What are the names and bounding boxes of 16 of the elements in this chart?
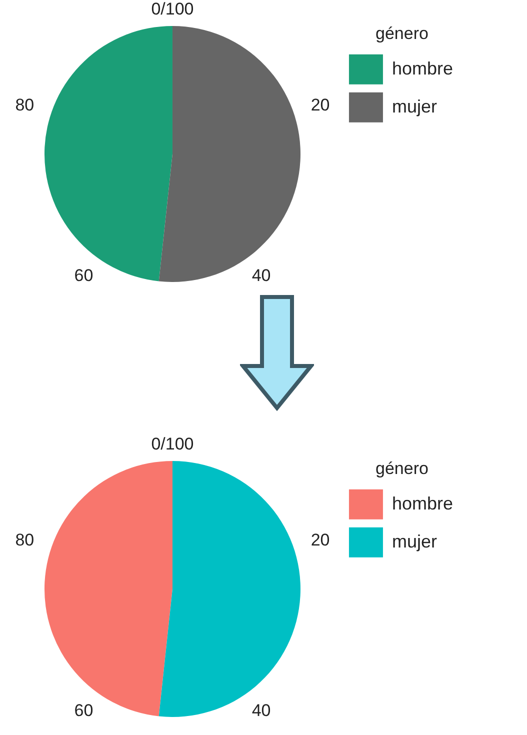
text: 80 [15, 96, 34, 115]
text: 60 [74, 266, 94, 285]
legend-label: mujer [392, 96, 437, 116]
text: 60 [74, 700, 94, 720]
text: 40 [252, 266, 271, 285]
text: 40 [252, 700, 271, 720]
legend-label: mujer [392, 531, 437, 552]
legend-label: hombre [392, 493, 453, 514]
text: 80 [15, 530, 34, 550]
text: 0/100 [151, 0, 194, 19]
text: 20 [310, 530, 330, 550]
legend-title: género [376, 24, 428, 44]
text: 0/100 [151, 434, 194, 454]
text: 20 [310, 96, 330, 115]
legend-label: hombre [392, 58, 453, 78]
legend-title: género [376, 459, 428, 478]
